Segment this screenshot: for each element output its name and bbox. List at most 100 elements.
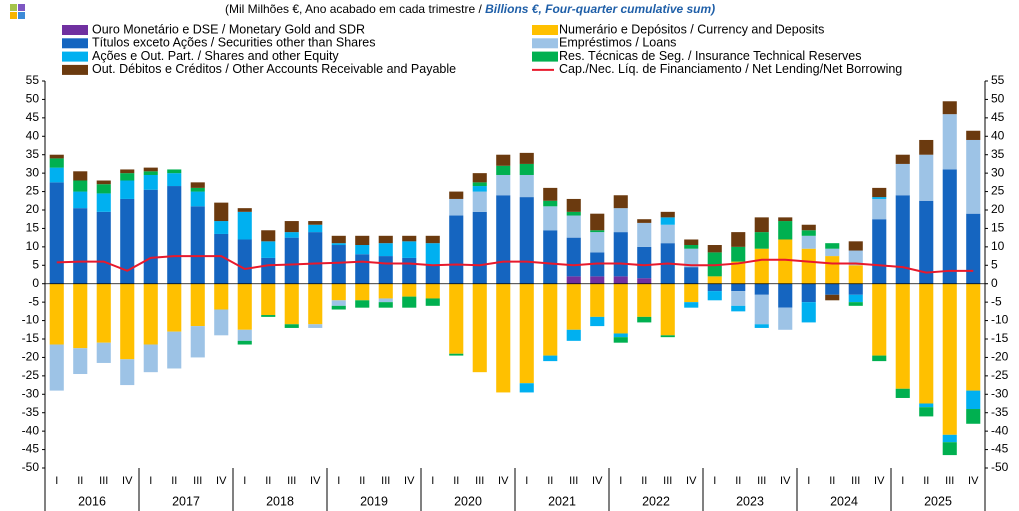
y-tick-label: 10	[26, 239, 40, 253]
y2-tick-label: 0	[991, 276, 998, 290]
bar-segment	[355, 235, 370, 246]
bar-segment	[143, 189, 158, 284]
bar-segment	[167, 173, 182, 187]
y-tick-label: 50	[26, 92, 40, 106]
y2-tick-label: 50	[991, 92, 1005, 106]
x-tick-label: III	[287, 475, 296, 487]
bar-segment	[660, 224, 675, 244]
bar-segment	[73, 283, 88, 349]
bar-segment	[872, 355, 887, 362]
bar-segment	[684, 245, 699, 249]
y-tick-label: 35	[26, 147, 40, 161]
bar-segment	[237, 239, 252, 284]
bar-segment	[261, 315, 276, 317]
bar-segment	[190, 206, 205, 284]
bar-segment	[237, 211, 252, 240]
bar-segment	[402, 296, 417, 308]
bar-segment	[214, 202, 229, 222]
bar-segment	[731, 246, 746, 262]
year-label: 2019	[360, 494, 388, 508]
bar-segment	[49, 283, 64, 345]
bar-segment	[919, 154, 934, 201]
bar-segment	[684, 302, 699, 308]
y2-tick-label: 15	[991, 221, 1005, 235]
bar-segment	[660, 335, 675, 338]
bar-segment	[754, 324, 769, 328]
bar-segment	[402, 235, 417, 242]
y2-tick-label: 30	[991, 165, 1005, 179]
legend-swatch	[62, 64, 88, 75]
bar-segment	[566, 276, 581, 284]
bar-segment	[684, 283, 699, 303]
year-label: 2024	[830, 494, 858, 508]
bar-segment	[590, 316, 605, 327]
bar-segment	[731, 261, 746, 284]
x-tick-label: I	[713, 475, 716, 487]
bar-segment	[331, 245, 346, 284]
bar-segment	[707, 291, 722, 301]
logo	[10, 4, 25, 19]
legend-label: Numerário e Depósitos / Currency and Dep…	[559, 22, 824, 36]
bar-segment	[190, 326, 205, 358]
bar-segment	[566, 329, 581, 341]
bar-segment	[378, 283, 393, 299]
bar-segment	[942, 434, 957, 443]
y2-tick-label: -20	[991, 350, 1009, 364]
bar-segment	[425, 298, 440, 306]
y-tick-label: -40	[22, 423, 40, 437]
legend-label: Títulos exceto Ações / Securities other …	[92, 36, 375, 50]
bar-segment	[425, 235, 440, 244]
bar-segment	[543, 206, 558, 231]
bar-segment	[167, 331, 182, 369]
year-label: 2020	[454, 494, 482, 508]
bar-segment	[754, 294, 769, 325]
y-tick-label: -10	[22, 313, 40, 327]
legend-swatch	[532, 25, 558, 35]
bar-segment	[637, 219, 652, 223]
bar-segment	[754, 217, 769, 233]
bar-segment	[284, 221, 299, 233]
bar-segment	[237, 283, 252, 330]
bar-segment	[966, 283, 981, 391]
bar-segment	[214, 233, 229, 284]
x-tick-label: I	[243, 475, 246, 487]
bar-segment	[613, 337, 628, 343]
x-tick-label: I	[55, 475, 58, 487]
bar-segment	[143, 174, 158, 190]
bar-segment	[660, 283, 675, 336]
bar-segment	[449, 283, 464, 354]
bar-segment	[449, 191, 464, 199]
bar-segment	[472, 182, 487, 187]
bar-segment	[190, 191, 205, 207]
x-tick-label: III	[569, 475, 578, 487]
year-label: 2018	[266, 494, 294, 508]
bar-segment	[261, 241, 276, 258]
bar-segment	[778, 217, 793, 222]
y2-tick-label: 5	[991, 257, 998, 271]
bar-segment	[214, 309, 229, 336]
bar-segment	[331, 283, 346, 301]
bar-segment	[519, 174, 534, 198]
y2-tick-label: -35	[991, 405, 1009, 419]
legend-label: Ouro Monetário e DSE / Monetary Gold and…	[92, 22, 365, 36]
bar-segment	[472, 211, 487, 284]
bar-segment	[942, 283, 957, 435]
x-tick-label: II	[547, 475, 553, 487]
bar-segment	[331, 243, 346, 246]
bar-segment	[378, 256, 393, 284]
y2-tick-label: 40	[991, 128, 1005, 142]
bar-segment	[49, 154, 64, 159]
bar-segment	[96, 184, 111, 194]
y-tick-label: -45	[22, 442, 40, 456]
bar-segment	[472, 186, 487, 192]
bar-segment	[848, 294, 863, 303]
bar-segment	[425, 243, 440, 266]
y2-tick-label: -5	[991, 294, 1002, 308]
bar-segment	[637, 278, 652, 284]
bar-segment	[73, 348, 88, 375]
bar-segment	[519, 152, 534, 164]
bar-segment	[261, 283, 276, 316]
bar-segment	[731, 291, 746, 306]
bar-segment	[49, 158, 64, 168]
